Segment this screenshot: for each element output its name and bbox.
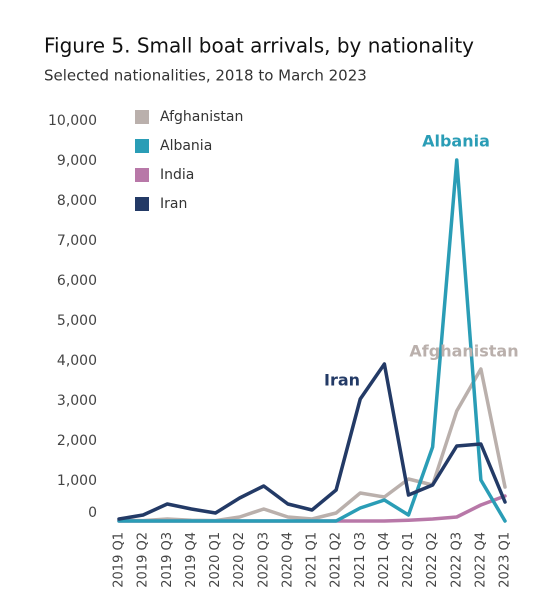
- legend-label: Albania: [160, 138, 212, 154]
- series-line: [117, 158, 507, 523]
- x-tick-label: 2021 Q1: [305, 532, 320, 588]
- x-tick-label: 2021 Q2: [329, 532, 344, 588]
- y-tick-label: 2,000: [57, 433, 97, 449]
- legend-swatch: [135, 110, 149, 124]
- y-tick-label: 8,000: [57, 193, 97, 209]
- x-tick-label: 2019 Q2: [136, 532, 151, 588]
- x-tick-label: 2022 Q1: [401, 532, 416, 588]
- x-tick-label: 2020 Q3: [256, 532, 271, 588]
- series-annotation: Iran: [324, 371, 360, 390]
- series-line: [117, 362, 507, 521]
- y-tick-label: 10,000: [48, 113, 97, 129]
- x-tick-label: 2019 Q3: [160, 532, 175, 588]
- chart-title: Figure 5. Small boat arrivals, by nation…: [44, 34, 474, 58]
- y-tick-label: 9,000: [57, 153, 97, 169]
- x-tick-label: 2020 Q2: [232, 532, 247, 588]
- y-tick-label: 6,000: [57, 273, 97, 289]
- x-tick-label: 2022 Q3: [449, 532, 464, 588]
- chart-subtitle: Selected nationalities, 2018 to March 20…: [44, 67, 367, 85]
- legend-label: India: [160, 167, 194, 183]
- series-line: [117, 367, 507, 523]
- series-annotation: Albania: [422, 132, 490, 151]
- x-tick-label: 2020 Q1: [208, 532, 223, 588]
- y-tick-label: 1,000: [57, 473, 97, 489]
- y-tick-label: 4,000: [57, 353, 97, 369]
- legend-swatch: [135, 197, 149, 211]
- legend-swatch: [135, 168, 149, 182]
- legend-label: Afghanistan: [160, 109, 243, 125]
- series-annotation: Afghanistan: [409, 342, 518, 361]
- x-tick-label: 2022 Q4: [473, 532, 488, 588]
- x-tick-label: 2021 Q4: [377, 532, 392, 588]
- x-tick-label: 2020 Q4: [280, 532, 295, 588]
- x-tick-label: 2019 Q4: [184, 532, 199, 588]
- y-tick-label: 5,000: [57, 313, 97, 329]
- y-tick-label: 7,000: [57, 233, 97, 249]
- x-tick-label: 2023 Q1: [498, 532, 513, 588]
- y-tick-label: 3,000: [57, 393, 97, 409]
- legend-swatch: [135, 139, 149, 153]
- x-tick-label: 2021 Q3: [353, 532, 368, 588]
- legend-label: Iran: [160, 196, 187, 212]
- y-tick-label: 0: [88, 505, 97, 521]
- x-tick-label: 2022 Q2: [425, 532, 440, 588]
- x-tick-label: 2019 Q1: [112, 532, 127, 588]
